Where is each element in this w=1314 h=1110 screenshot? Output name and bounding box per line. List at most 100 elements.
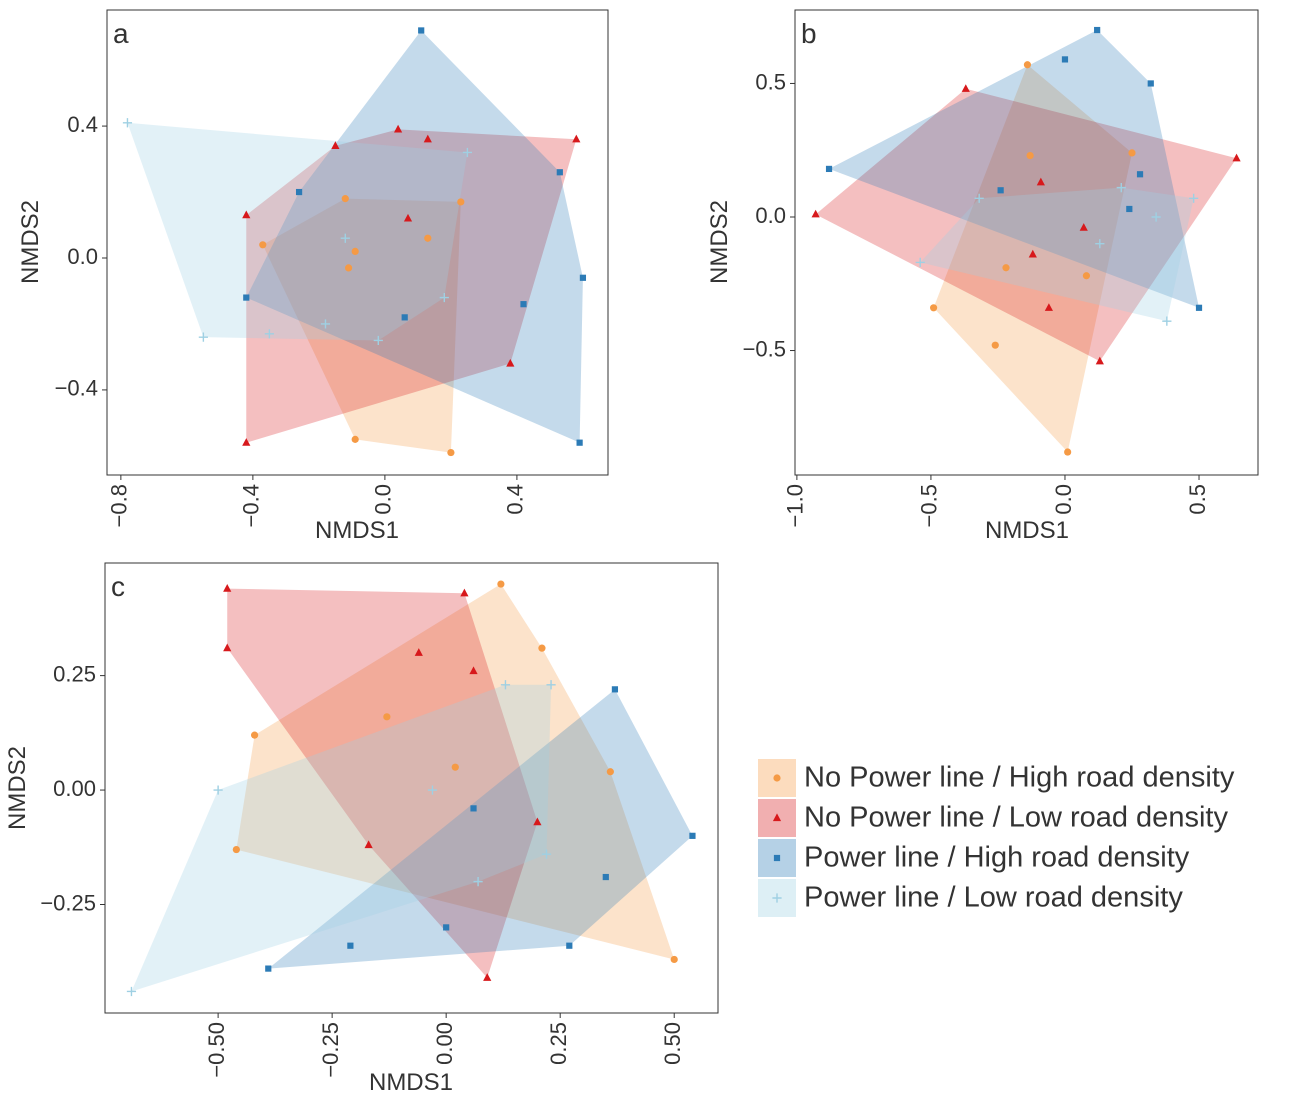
plot-border — [794, 9, 1259, 476]
panel-label: a — [113, 18, 129, 49]
legend-marker — [773, 774, 781, 782]
point — [1095, 356, 1104, 365]
point — [265, 965, 272, 972]
hull — [920, 187, 1194, 322]
point — [1232, 153, 1241, 162]
point — [606, 768, 614, 776]
x-tick-label: 0.5 — [1185, 484, 1210, 515]
point — [126, 986, 137, 997]
plot-background — [795, 10, 1258, 475]
x-tick-label: 0.0 — [371, 484, 396, 515]
point — [483, 973, 492, 981]
point — [811, 209, 820, 218]
legend-label: No Power line / Low road density — [804, 802, 1228, 834]
point — [572, 134, 581, 143]
point — [1061, 56, 1069, 63]
legend-label: Power line / Low road density — [804, 882, 1183, 914]
point — [520, 301, 527, 308]
point — [414, 648, 423, 656]
point — [1082, 272, 1091, 280]
point — [401, 314, 408, 321]
point — [1116, 183, 1126, 193]
point — [243, 294, 250, 301]
point — [295, 188, 303, 196]
point — [1136, 171, 1144, 178]
point — [930, 304, 938, 312]
point — [470, 805, 477, 812]
point — [497, 580, 505, 588]
point — [462, 147, 473, 158]
point — [541, 849, 552, 859]
point — [344, 264, 353, 272]
point — [1189, 193, 1199, 203]
x-axis-title: NMDS1 — [985, 517, 1069, 544]
point — [533, 817, 542, 826]
y-axis-title: NMDS2 — [4, 746, 31, 830]
point — [351, 247, 359, 256]
point — [1094, 26, 1101, 34]
point — [469, 666, 478, 675]
point — [242, 210, 251, 219]
y-tick-label: 0.0 — [755, 203, 786, 228]
legend-marker — [772, 813, 782, 822]
plot-border — [104, 562, 719, 1014]
point — [364, 840, 373, 849]
x-tick-label: 0.0 — [1051, 484, 1076, 515]
point — [602, 873, 609, 881]
hull — [236, 584, 675, 960]
point — [418, 27, 425, 34]
hull — [246, 30, 583, 443]
legend-marker — [773, 854, 781, 862]
legend-label: Power line / High road density — [804, 842, 1190, 874]
y-axis-title: NMDS2 — [706, 200, 733, 284]
point — [566, 942, 573, 949]
point — [1095, 239, 1105, 249]
point — [341, 195, 349, 203]
y-tick-label: 0.4 — [67, 112, 98, 137]
point — [1128, 149, 1136, 157]
y-tick-label: −0.25 — [40, 890, 96, 915]
point — [443, 924, 450, 931]
legend-label: No Power line / High road density — [804, 762, 1235, 794]
point — [576, 439, 583, 446]
point — [689, 832, 696, 839]
point — [1147, 80, 1154, 87]
x-tick-label: −0.5 — [917, 484, 942, 527]
point — [915, 257, 925, 267]
x-tick-label: 0.25 — [546, 1022, 571, 1065]
y-tick-label: 0.0 — [67, 244, 98, 269]
point — [1044, 303, 1053, 311]
hull — [815, 88, 1237, 362]
point — [961, 84, 970, 92]
point — [320, 319, 331, 329]
plot-background — [107, 10, 608, 475]
panel-label: b — [801, 18, 817, 49]
panel: −0.50 −0.25 0.00 0.25 0.50 −0.25 0.00 0.25 NMDS1… — [4, 562, 719, 1096]
point — [259, 241, 267, 249]
legend-marker — [772, 893, 782, 903]
point — [460, 588, 469, 597]
point — [1064, 448, 1072, 456]
hull — [246, 129, 577, 443]
panel: −1.0 −0.5 0.0 0.5 −0.5 0.0 0.5 NMDS1 NMDS2 b — [706, 9, 1259, 544]
y-tick-label: 0.25 — [53, 661, 96, 686]
point — [473, 877, 483, 887]
plot-border — [106, 9, 609, 476]
point — [1151, 212, 1161, 222]
point — [670, 955, 678, 964]
point — [506, 358, 515, 367]
point — [1023, 61, 1032, 69]
point — [825, 165, 833, 173]
x-axis-title: NMDS1 — [315, 517, 399, 544]
point — [457, 198, 465, 206]
point — [242, 438, 251, 446]
point — [974, 193, 984, 203]
point — [439, 292, 449, 303]
legend: No Power line / High road density No Powe… — [758, 759, 1235, 917]
point — [1028, 249, 1037, 258]
point — [424, 234, 432, 242]
point — [213, 785, 223, 795]
point — [351, 435, 359, 443]
point — [223, 643, 232, 652]
